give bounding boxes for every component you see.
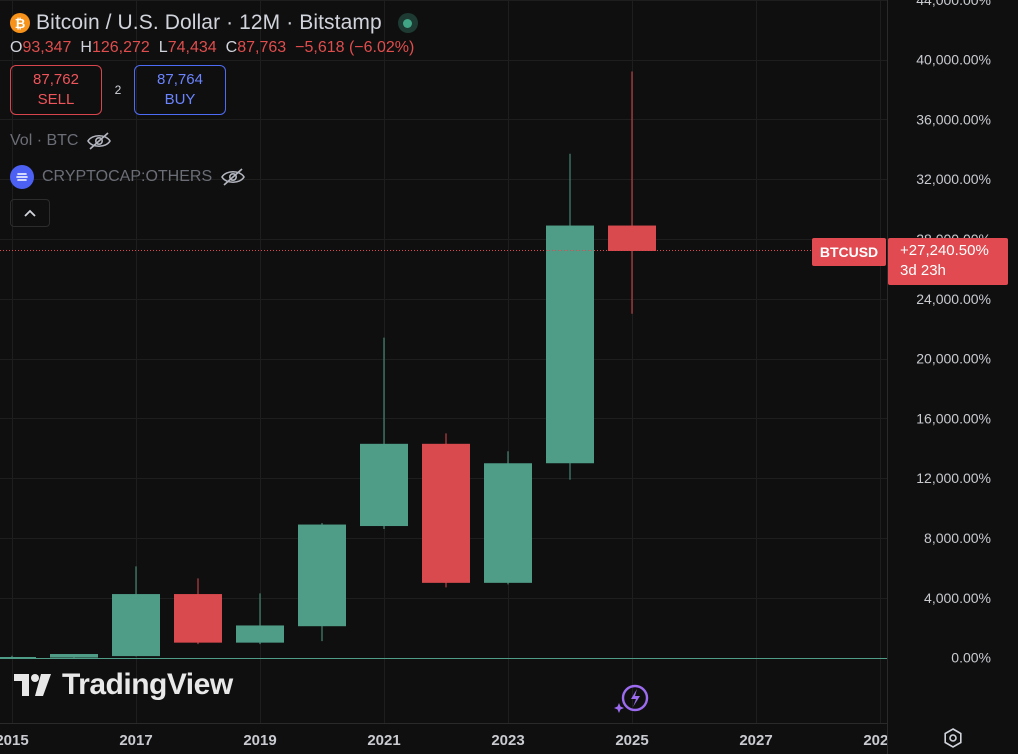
sell-button[interactable]: 87,762 SELL: [10, 65, 102, 115]
others-icon: [10, 165, 34, 189]
x-tick-label: 2029: [863, 732, 896, 749]
candle-body: [546, 225, 594, 464]
open-value: 93,347: [22, 39, 72, 56]
x-tick-label: 2019: [243, 732, 276, 749]
high-key: H: [80, 39, 92, 56]
symbol-header[interactable]: ₿ Bitcoin / U.S. Dollar · 12M · Bitstamp: [10, 9, 418, 37]
eye-slash-icon[interactable]: [86, 131, 112, 151]
y-tick-label: 24,000.00%: [916, 291, 991, 307]
candle-body: [112, 594, 160, 657]
candle-body: [360, 443, 408, 527]
y-tick-label: 36,000.00%: [916, 111, 991, 127]
chevron-up-icon: [24, 209, 36, 217]
buy-label: BUY: [164, 91, 196, 108]
candle: [112, 566, 160, 657]
percent-price-label: +27,240.50% 3d 23h: [888, 238, 1008, 285]
x-tick-label: 2017: [119, 732, 152, 749]
price-axis[interactable]: 0.00% 4,000.00% 8,000.00% 12,000.00% 16,000.…: [916, 0, 991, 666]
indicator-volume[interactable]: Vol · BTC: [10, 129, 418, 153]
ohlc-values: O93,347 H126,272 L74,434 C87,763 −5,618 …: [10, 39, 418, 57]
candle-body: [50, 654, 98, 658]
change-value: −5,618 (−6.02%): [295, 39, 415, 56]
sell-price: 87,762: [33, 71, 79, 88]
candle: [546, 153, 594, 480]
close-value: 87,763: [237, 39, 287, 56]
candle: [236, 593, 284, 645]
x-tick-label: 2025: [615, 732, 648, 749]
candle: [484, 451, 532, 585]
candle-body: [236, 625, 284, 643]
x-tick-label: 2027: [739, 732, 772, 749]
candle-body: [298, 524, 346, 627]
indicator-others[interactable]: CRYPTOCAP:OTHERS: [10, 165, 418, 189]
collapse-legend-button[interactable]: [10, 199, 50, 227]
candle: [0, 655, 36, 659]
y-tick-label: 12,000.00%: [916, 470, 991, 486]
ticker-price-label: BTCUSD: [812, 238, 886, 266]
candle-body: [484, 463, 532, 583]
y-tick-label: 4,000.00%: [924, 590, 991, 606]
candle: [608, 71, 656, 314]
tradingview-watermark[interactable]: TradingView: [14, 668, 233, 702]
bitcoin-icon: ₿: [10, 13, 30, 33]
time-axis[interactable]: 2015 2017 2019 2021 2023 2025 2027 2029: [0, 732, 897, 749]
tradingview-logo-icon: [14, 674, 51, 696]
sell-label: SELL: [37, 91, 75, 108]
y-tick-label: 20,000.00%: [916, 351, 991, 367]
candle: [422, 433, 470, 588]
y-tick-label: 8,000.00%: [924, 530, 991, 546]
bar-countdown: 3d 23h: [900, 262, 946, 279]
candle: [50, 654, 98, 659]
candle: [360, 337, 408, 530]
y-tick-label: 0.00%: [951, 650, 991, 666]
percent-value: +27,240.50%: [900, 242, 989, 259]
settings-icon[interactable]: [942, 727, 964, 749]
buy-button[interactable]: 87,764 BUY: [134, 65, 226, 115]
x-tick-label: 2023: [491, 732, 524, 749]
spread-value: 2: [114, 83, 122, 97]
indicator-others-label: CRYPTOCAP:OTHERS: [42, 168, 213, 185]
chart-legend: ₿ Bitcoin / U.S. Dollar · 12M · Bitstamp…: [10, 9, 418, 227]
y-tick-label: 44,000.00%: [916, 0, 991, 8]
candle-body: [608, 225, 656, 251]
open-key: O: [10, 39, 23, 56]
flash-icon[interactable]: [611, 683, 651, 715]
watermark-text: TradingView: [62, 668, 233, 701]
candles: [0, 71, 656, 659]
y-tick-label: 16,000.00%: [916, 410, 991, 426]
trade-buttons: 87,762 SELL 2 87,764 BUY: [10, 65, 418, 115]
buy-price: 87,764: [157, 71, 203, 88]
close-key: C: [225, 39, 238, 56]
candle: [174, 578, 222, 645]
low-key: L: [158, 39, 168, 56]
high-value: 126,272: [91, 39, 150, 56]
y-tick-label: 40,000.00%: [916, 52, 991, 68]
symbol-title[interactable]: Bitcoin / U.S. Dollar · 12M · Bitstamp: [36, 11, 382, 34]
y-tick-label: 32,000.00%: [916, 171, 991, 187]
candle-body: [0, 657, 36, 659]
eye-slash-icon[interactable]: [220, 167, 246, 187]
low-value: 74,434: [167, 39, 217, 56]
candle-body: [422, 443, 470, 583]
market-status-icon[interactable]: [397, 13, 418, 33]
candle: [298, 523, 346, 642]
x-tick-label: 2015: [0, 732, 29, 749]
indicator-volume-label: Vol · BTC: [10, 132, 79, 149]
x-tick-label: 2021: [367, 732, 400, 749]
candle-body: [174, 594, 222, 643]
